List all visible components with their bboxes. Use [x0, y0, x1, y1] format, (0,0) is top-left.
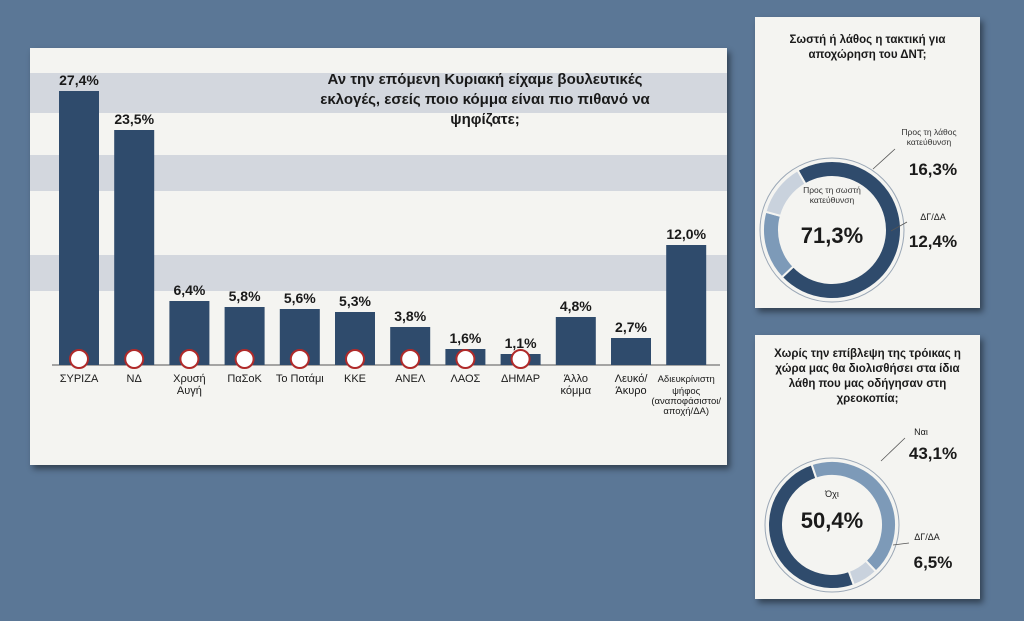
donut-chart-imf-svg: Προς τη σωστή κατεύθυνση 71,3% Προς τη λάθο… [759, 127, 957, 303]
bar-value-label: 23,5% [114, 111, 154, 127]
bar [59, 91, 99, 365]
slice-label: ΔΓ/ΔΑ [914, 532, 939, 542]
kke-hammer-sickle-icon [345, 349, 365, 369]
category-label: ΑΝΕΛ [395, 373, 426, 385]
dimar-logo-icon [510, 349, 531, 369]
donut-chart-troika-svg: Όχι 50,4% Ναι 43,1% ΔΓ/ΔΑ 6,5% [764, 427, 957, 593]
donut-slice [762, 210, 795, 279]
category-label: Το Ποτάμι [276, 373, 324, 385]
category-label: ΔΗΜΑΡ [501, 373, 540, 385]
category-label: Άλλο κόμμα [561, 373, 592, 397]
bar-value-label: 1,1% [505, 335, 537, 351]
slice-value-label: 12,4% [909, 232, 957, 251]
bar [611, 338, 651, 365]
potami-logo-icon [289, 349, 310, 369]
slice-label: Προς τη λάθος κατεύθυνση [901, 127, 956, 147]
leader-line [890, 221, 908, 232]
category-label: ΝΔ [127, 373, 143, 385]
category-label: ΠαΣοΚ [227, 373, 262, 385]
pasok-sun-icon [234, 349, 255, 369]
category-label: ΛΑΟΣ [450, 373, 480, 385]
bar-chart-svg: 27,4% ΣΥΡΙΖΑ 23,5% ΝΔ 6,4% Χρυσή Αυγή 5,8% ΠαΣοΚ… [30, 72, 727, 417]
anel-logo-icon [400, 349, 421, 369]
donut-outline [764, 457, 900, 593]
bar [666, 245, 707, 365]
bar-value-label: 5,3% [339, 293, 371, 309]
syriza-logo-icon [69, 349, 89, 369]
bar-value-label: 5,6% [284, 290, 316, 306]
leader-line [892, 542, 910, 546]
background-band [30, 73, 727, 113]
donut-chart-imf-title: Σωστή ή λάθος η τακτική για αποχώρηση το… [789, 34, 946, 61]
slice-label: Προς τη σωστή κατεύθυνση [803, 185, 861, 205]
donut-chart-troika-panel: Χωρίς την επίβλεψη της τρόικας η χώρα μα… [755, 335, 980, 599]
bar [555, 317, 596, 365]
bar-chart-panel: 27,4% ΣΥΡΙΖΑ 23,5% ΝΔ 6,4% Χρυσή Αυγή 5,8% ΠαΣοΚ… [30, 48, 727, 465]
donut-outline [759, 157, 905, 303]
donut-slice [764, 168, 807, 218]
slice-value-label: 50,4% [801, 508, 863, 533]
slice-label: ΔΓ/ΔΑ [920, 212, 945, 222]
donut-chart-imf-panel: Σωστή ή λάθος η τακτική για αποχώρηση το… [755, 17, 980, 308]
laos-logo-icon [455, 349, 476, 369]
bar-value-label: 2,7% [615, 319, 647, 335]
slice-value-label: 16,3% [909, 160, 957, 179]
bar-value-label: 3,8% [394, 308, 426, 324]
bar-value-label: 5,8% [229, 288, 261, 304]
donut-chart-troika-title: Χωρίς την επίβλεψη της τρόικας η χώρα μα… [774, 348, 961, 405]
slice-value-label: 71,3% [801, 223, 863, 248]
bar-value-label: 27,4% [59, 72, 99, 88]
leader-line [872, 148, 896, 170]
golden-dawn-logo-icon [179, 349, 200, 369]
category-label: Χρυσή Αυγή [173, 373, 206, 397]
bar-value-label: 4,8% [560, 298, 592, 314]
slice-label: Ναι [914, 427, 928, 437]
bar-value-label: 12,0% [666, 226, 706, 242]
slice-value-label: 6,5% [914, 553, 953, 572]
category-label: ΣΥΡΙΖΑ [60, 373, 99, 385]
nd-logo-icon [124, 349, 145, 369]
bar-value-label: 6,4% [173, 282, 205, 298]
bar-chart-title: Αν την επόμενη Κυριακή είχαμε βουλευτικέ… [320, 71, 650, 128]
bar [114, 130, 155, 365]
category-label: Λευκό/Άκυρο [615, 373, 649, 397]
category-label: Αδιευκρίνιστη ψήφος (αναποφάσιστοι/αποχή/Δ… [651, 374, 721, 417]
slice-label: Όχι [824, 489, 839, 499]
leader-line [880, 437, 906, 462]
donut-slice [847, 559, 878, 587]
slice-value-label: 43,1% [909, 444, 957, 463]
category-label: ΚΚΕ [344, 373, 366, 385]
bar-value-label: 1,6% [449, 330, 481, 346]
donut-slice [780, 160, 902, 300]
